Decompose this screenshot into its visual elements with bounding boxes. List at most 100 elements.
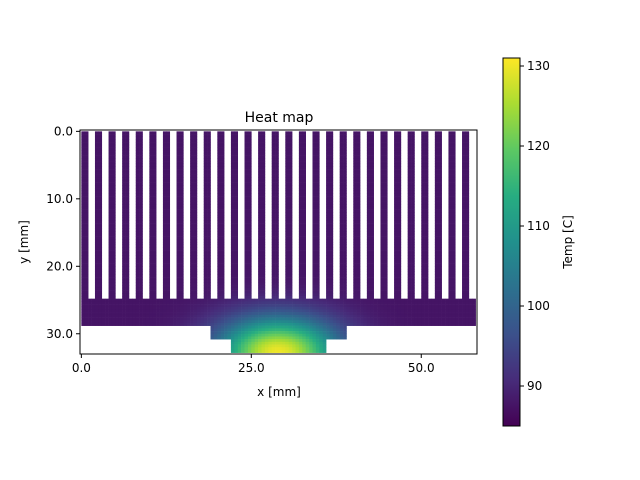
heat-cell xyxy=(370,266,374,270)
heat-cell xyxy=(404,320,408,324)
heat-cell xyxy=(108,309,113,313)
heat-cell xyxy=(142,320,147,324)
heat-cell xyxy=(326,155,330,159)
heat-cell xyxy=(210,306,215,310)
heat-cell xyxy=(383,212,388,216)
heat-cell xyxy=(230,220,235,224)
heat-cell xyxy=(298,161,303,165)
heat-cell xyxy=(217,142,222,146)
heat-cell xyxy=(448,161,453,165)
heat-cell xyxy=(377,320,381,324)
heat-cell xyxy=(169,304,174,308)
heat-cell xyxy=(312,263,317,267)
heat-cell xyxy=(356,279,361,283)
heat-cell xyxy=(258,220,262,224)
heat-cell xyxy=(247,287,252,291)
heat-cell xyxy=(125,247,130,251)
heat-cell xyxy=(84,258,89,262)
heat-cell xyxy=(312,231,317,235)
heat-cell xyxy=(84,220,89,224)
heat-cell xyxy=(220,293,225,297)
heat-cell xyxy=(383,293,388,297)
heat-cell xyxy=(407,285,412,289)
heat-cell xyxy=(84,268,89,272)
heat-cell xyxy=(278,322,283,326)
heat-cell xyxy=(380,236,385,240)
heat-cell xyxy=(302,314,306,318)
heat-cell xyxy=(394,231,398,235)
heat-cell xyxy=(424,312,429,316)
heat-cell xyxy=(462,185,466,189)
heat-cell xyxy=(394,285,398,289)
heat-cell xyxy=(329,304,334,308)
heat-cell xyxy=(462,285,466,289)
heat-cell xyxy=(179,312,184,316)
heat-map-cells xyxy=(81,131,476,353)
heat-cell xyxy=(455,309,459,313)
heat-cell xyxy=(465,233,470,237)
heat-cell xyxy=(448,242,453,245)
heat-cell xyxy=(424,252,429,256)
heat-cell xyxy=(424,314,429,318)
heat-cell xyxy=(312,325,317,329)
heat-cell xyxy=(383,150,388,154)
heat-cell xyxy=(251,309,256,313)
heat-cell xyxy=(366,150,371,154)
heat-cell xyxy=(387,320,391,324)
heat-cell xyxy=(108,217,113,221)
heat-cell xyxy=(434,239,439,243)
heat-cell xyxy=(179,287,184,291)
heat-cell xyxy=(407,215,412,219)
heat-cell xyxy=(268,312,272,316)
heat-cell xyxy=(258,204,262,208)
heat-cell xyxy=(462,174,466,178)
heat-cell xyxy=(438,142,442,146)
heat-cell xyxy=(193,171,198,175)
heat-cell xyxy=(264,301,269,305)
heat-cell xyxy=(139,174,143,178)
heat-cell xyxy=(98,255,103,259)
heat-cell xyxy=(125,320,130,324)
heat-cell xyxy=(176,142,181,146)
heat-cell xyxy=(298,239,303,243)
heat-cell xyxy=(258,271,262,275)
heat-cell xyxy=(428,304,432,308)
heat-cell xyxy=(217,177,222,181)
heat-cell xyxy=(424,196,429,200)
heat-cell xyxy=(285,204,289,208)
heat-cell xyxy=(407,174,412,178)
heat-cell xyxy=(230,260,235,264)
heat-cell xyxy=(268,333,272,337)
heat-cell xyxy=(315,271,320,275)
heat-cell xyxy=(312,312,317,316)
heat-cell xyxy=(411,228,415,232)
heat-cell xyxy=(366,196,371,200)
heat-cell xyxy=(448,271,453,275)
heat-cell xyxy=(302,293,306,297)
heat-cell xyxy=(322,314,327,318)
heat-cell xyxy=(394,147,398,151)
heat-cell xyxy=(329,144,334,148)
heat-cell xyxy=(111,301,116,305)
heat-cell xyxy=(424,236,429,240)
heat-cell xyxy=(230,144,235,148)
heat-cell xyxy=(152,298,157,302)
heat-cell xyxy=(383,322,388,326)
heat-cell xyxy=(115,306,120,310)
heat-cell xyxy=(451,277,456,281)
heat-cell xyxy=(176,314,181,318)
heat-cell xyxy=(448,206,453,210)
heat-cell xyxy=(135,169,140,173)
heat-cell xyxy=(207,287,211,291)
heat-cell xyxy=(244,225,249,229)
heat-cell xyxy=(441,314,446,318)
heat-cell xyxy=(451,150,456,154)
heat-cell xyxy=(220,244,225,248)
heat-cell xyxy=(258,198,262,202)
heat-cell xyxy=(438,147,442,151)
heat-cell xyxy=(152,188,157,192)
heat-cell xyxy=(190,236,194,240)
heat-cell xyxy=(366,236,371,240)
heat-cell xyxy=(152,220,157,224)
heat-cell xyxy=(400,320,405,324)
